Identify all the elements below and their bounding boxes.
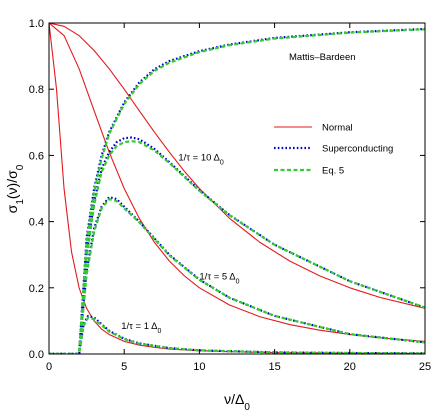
series-line-superconducting-3 bbox=[49, 314, 425, 354]
legend-label-superconducting: Superconducting bbox=[322, 144, 393, 155]
series-line-normal-1 bbox=[49, 23, 425, 309]
y-tick-label: 0.6 bbox=[29, 150, 44, 162]
annotation-tau10: 1/τ = 10 Δ0 bbox=[178, 152, 224, 166]
y-tick-label: 0.4 bbox=[29, 217, 44, 229]
series-normal bbox=[49, 23, 425, 354]
x-tick-label: 0 bbox=[46, 361, 52, 373]
series-line-superconducting-1 bbox=[49, 136, 425, 354]
x-axis-label: ν/Δ0 bbox=[224, 391, 250, 413]
labels-layer: ν/Δ0 σ1(ν)/σ0 Mattis–Bardeen bbox=[4, 52, 356, 413]
series-line-eq-5-2 bbox=[49, 197, 425, 354]
y-axis-label: σ1(ν)/σ0 bbox=[4, 164, 26, 213]
series-line-normal-2 bbox=[49, 23, 425, 342]
x-tick-label: 15 bbox=[268, 361, 280, 373]
series-eq-5 bbox=[49, 28, 425, 354]
y-tick-label: 0.8 bbox=[29, 84, 44, 96]
series-line-normal-3 bbox=[49, 23, 425, 354]
series-line-eq-5-1 bbox=[49, 140, 425, 354]
y-tick-label: 1.0 bbox=[29, 18, 44, 30]
annotations-layer: 1/τ = 10 Δ0 1/τ = 5 Δ0 1/τ = 1 Δ0 bbox=[121, 152, 239, 334]
series-line-eq-5-0 bbox=[49, 28, 425, 354]
annotation-tau5: 1/τ = 5 Δ0 bbox=[199, 272, 239, 286]
series-superconducting bbox=[49, 27, 425, 354]
x-tick-label: 10 bbox=[193, 361, 205, 373]
curves-layer bbox=[49, 23, 425, 354]
corner-label: Mattis–Bardeen bbox=[289, 52, 356, 63]
x-tick-label: 5 bbox=[121, 361, 127, 373]
y-tick-label: 0.0 bbox=[29, 349, 44, 361]
x-tick-label: 25 bbox=[419, 361, 431, 373]
series-line-eq-5-3 bbox=[49, 316, 425, 354]
legend-label-eq-5: Eq. 5 bbox=[322, 166, 344, 177]
ticks-layer: 0 5 10 15 20 25 0.0 0.2 0.4 0.6 0.8 1.0 bbox=[29, 18, 431, 373]
annotation-tau1: 1/τ = 1 Δ0 bbox=[121, 321, 161, 335]
y-tick-label: 0.2 bbox=[29, 283, 44, 295]
legend-label-normal: Normal bbox=[322, 123, 353, 134]
legend: Normal Superconducting Eq. 5 bbox=[274, 123, 393, 177]
x-tick-label: 20 bbox=[344, 361, 356, 373]
series-line-superconducting-0 bbox=[49, 27, 425, 354]
plot-frame bbox=[48, 22, 426, 355]
